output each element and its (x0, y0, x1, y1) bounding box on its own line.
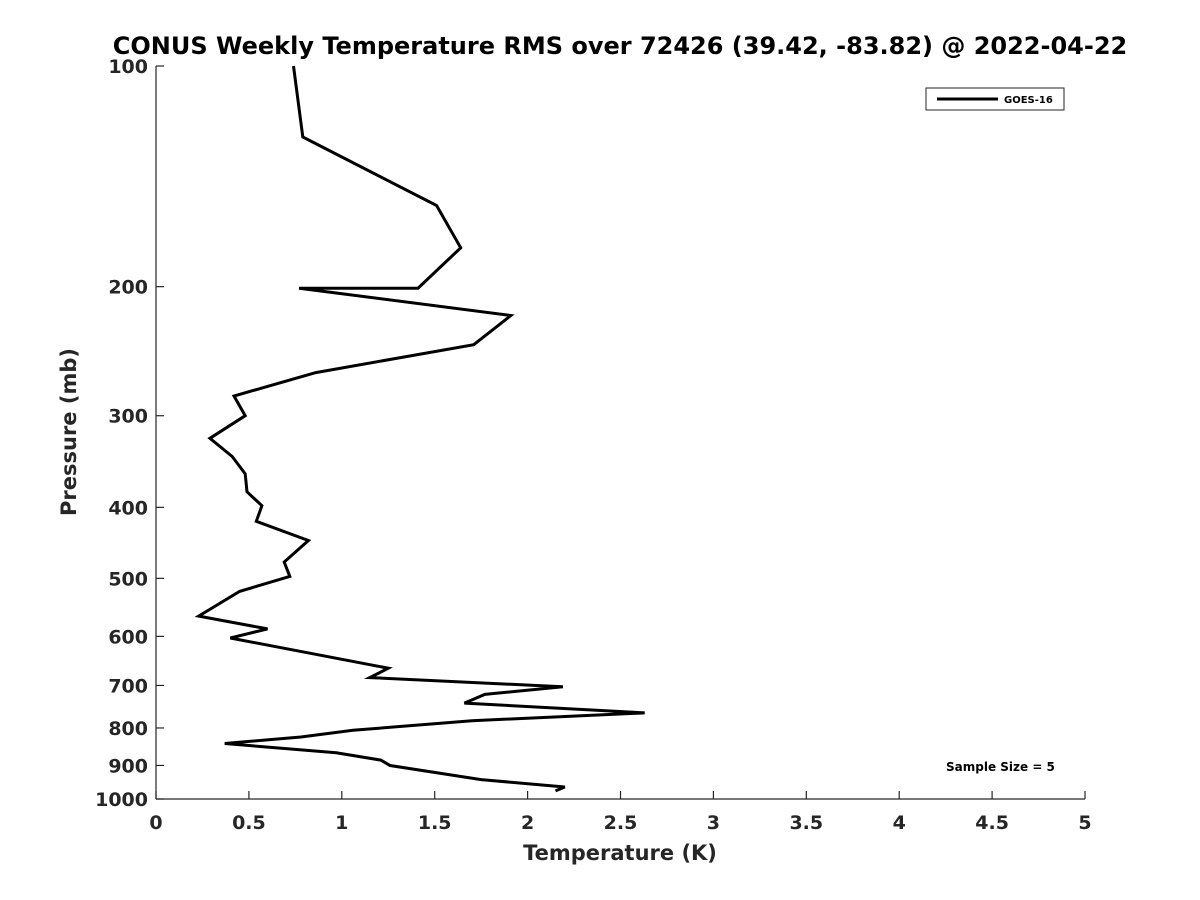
y-tick-label: 1000 (95, 789, 148, 811)
y-tick-label: 100 (108, 56, 148, 78)
x-tick-label: 0.5 (232, 812, 266, 834)
series-layer (194, 65, 645, 793)
x-tick-label: 3.5 (789, 812, 823, 834)
y-axis-ticks: 100 200 300 400 500 600 700 800 900 1000 (95, 56, 164, 811)
series-line-goes16 (194, 65, 645, 793)
sample-size-annotation: Sample Size = 5 (946, 760, 1055, 774)
legend: GOES-16 (925, 87, 1065, 111)
y-tick-label: 700 (108, 675, 148, 697)
y-axis-label: Pressure (mb) (57, 348, 81, 516)
legend-label-goes16: GOES-16 (1004, 95, 1053, 106)
y-tick-label: 400 (108, 497, 148, 519)
x-tick-label: 4.5 (975, 812, 1009, 834)
x-tick-label: 1.5 (418, 812, 452, 834)
x-axis-ticks: 0 0.5 1 1.5 2 2.5 3 3.5 4 4.5 5 (149, 791, 1092, 834)
y-tick-label: 600 (108, 626, 148, 648)
y-tick-label: 200 (108, 277, 148, 299)
x-tick-label: 2.5 (604, 812, 638, 834)
y-tick-label: 900 (108, 755, 148, 777)
x-axis-label: Temperature (K) (523, 841, 717, 865)
y-tick-label: 300 (108, 406, 148, 428)
y-tick-label: 800 (108, 718, 148, 740)
x-tick-label: 3 (707, 812, 720, 834)
x-tick-label: 2 (521, 812, 534, 834)
x-tick-label: 1 (335, 812, 348, 834)
y-tick-label: 500 (108, 568, 148, 590)
x-tick-label: 4 (893, 812, 906, 834)
chart-title: CONUS Weekly Temperature RMS over 72426 … (113, 32, 1127, 60)
x-tick-label: 0 (149, 812, 162, 834)
x-tick-label: 5 (1078, 812, 1091, 834)
